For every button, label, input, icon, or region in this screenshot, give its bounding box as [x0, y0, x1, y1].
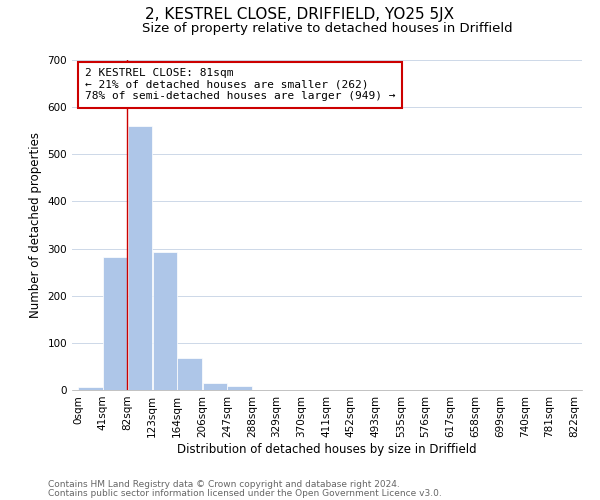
Bar — [128, 126, 152, 390]
Y-axis label: Number of detached properties: Number of detached properties — [29, 132, 42, 318]
Bar — [177, 358, 202, 390]
Text: 2 KESTREL CLOSE: 81sqm
← 21% of detached houses are smaller (262)
78% of semi-de: 2 KESTREL CLOSE: 81sqm ← 21% of detached… — [85, 68, 395, 102]
Bar — [203, 384, 227, 390]
Text: 2, KESTREL CLOSE, DRIFFIELD, YO25 5JX: 2, KESTREL CLOSE, DRIFFIELD, YO25 5JX — [145, 8, 455, 22]
Bar — [227, 386, 251, 390]
Bar — [152, 252, 177, 390]
Bar — [103, 257, 127, 390]
Text: Contains HM Land Registry data © Crown copyright and database right 2024.: Contains HM Land Registry data © Crown c… — [48, 480, 400, 489]
Text: Contains public sector information licensed under the Open Government Licence v3: Contains public sector information licen… — [48, 488, 442, 498]
Title: Size of property relative to detached houses in Driffield: Size of property relative to detached ho… — [142, 22, 512, 35]
Bar — [78, 386, 103, 390]
X-axis label: Distribution of detached houses by size in Driffield: Distribution of detached houses by size … — [177, 442, 477, 456]
